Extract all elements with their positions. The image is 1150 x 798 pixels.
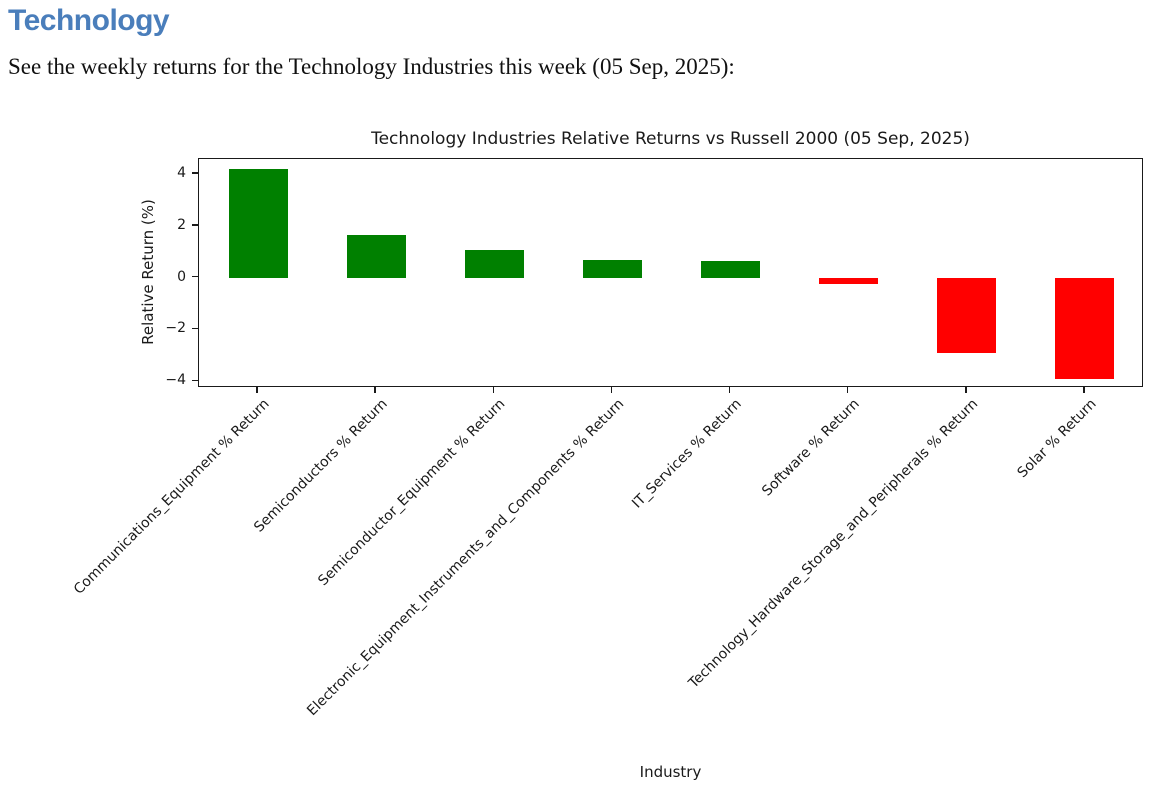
x-tick-mark xyxy=(610,387,613,393)
x-tick-label: Semiconductors % Return xyxy=(250,396,391,536)
x-tick-label: Semiconductor_Equipment % Return xyxy=(315,396,509,590)
y-tick-label: 4 xyxy=(177,165,186,182)
x-axis-label: Industry xyxy=(639,763,702,781)
x-tick-label: Solar % Return xyxy=(1014,396,1100,482)
x-tick-mark xyxy=(1083,387,1085,393)
bar-3 xyxy=(464,250,524,278)
page-title: Technology xyxy=(8,4,170,37)
y-tick-mark xyxy=(192,327,198,330)
y-tick-label: 2 xyxy=(177,216,186,233)
y-tick-mark xyxy=(192,172,198,174)
y-tick-label: −4 xyxy=(165,372,186,389)
chart-title: Technology Industries Relative Returns v… xyxy=(371,129,970,149)
y-tick-label: 0 xyxy=(177,268,186,285)
x-tick-mark xyxy=(965,387,967,393)
x-tick-mark xyxy=(492,387,494,393)
x-tick-mark xyxy=(728,387,731,393)
x-tick-label: Communications_Equipment % Return xyxy=(70,396,273,598)
plot-area xyxy=(198,158,1143,387)
x-tick-label: Technology_Hardware_Storage_and_Peripher… xyxy=(685,396,982,692)
y-tick-label: −2 xyxy=(165,320,186,337)
bar-8 xyxy=(1055,277,1115,379)
bar-7 xyxy=(937,277,997,353)
x-tick-mark xyxy=(256,387,258,393)
x-tick-mark xyxy=(374,387,376,393)
bar-2 xyxy=(346,234,406,278)
bar-1 xyxy=(228,168,288,278)
y-tick-mark xyxy=(192,224,198,226)
intro-text: See the weekly returns for the Technolog… xyxy=(8,54,735,79)
x-tick-mark xyxy=(846,387,849,393)
bar-6 xyxy=(819,277,879,285)
x-tick-label: IT_Services % Return xyxy=(629,396,745,512)
y-tick-mark xyxy=(192,379,198,381)
y-tick-mark xyxy=(192,275,198,278)
x-tick-label: Software % Return xyxy=(759,396,864,500)
bar-4 xyxy=(582,259,642,278)
bar-5 xyxy=(701,260,761,278)
